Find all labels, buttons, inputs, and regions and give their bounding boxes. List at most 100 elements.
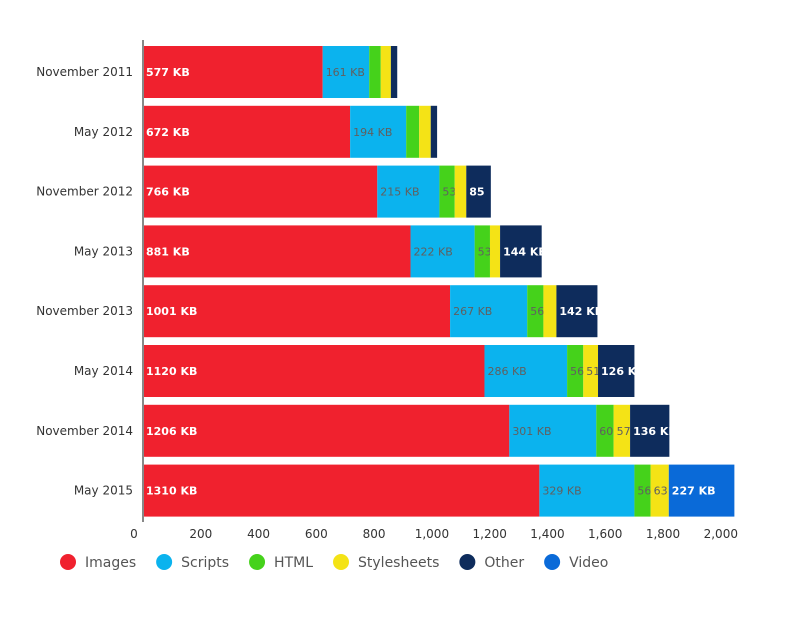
data-label-images-may-2012: 672 KB — [146, 126, 190, 139]
bar-images-november-2012 — [143, 165, 378, 218]
bar-other-november-2011 — [390, 46, 398, 98]
bar-other-may-2014 — [598, 345, 635, 397]
data-label-other-november-2012: 85 — [469, 186, 484, 199]
category-label-may-2015: May 2015 — [74, 484, 133, 498]
x-tick-label-200: 200 — [189, 527, 212, 541]
data-label-images-november-2011: 577 KB — [146, 66, 190, 79]
data-label-images-november-2013: 1001 KB — [146, 305, 197, 318]
category-label-november-2011: November 2011 — [36, 65, 133, 79]
data-label-other-november-2014: 136 KB — [633, 425, 677, 438]
bar-scripts-may-2013 — [410, 225, 475, 278]
bar-video-may-2015 — [668, 464, 735, 517]
legend-label-other: Other — [484, 555, 524, 571]
data-label-images-november-2012: 766 KB — [146, 186, 190, 199]
data-label-other-november-2013: 142 KB — [559, 305, 603, 318]
data-label-html-november-2012: 53 — [442, 186, 456, 199]
data-label-html-november-2014: 60 — [599, 425, 613, 438]
data-label-scripts-may-2013: 222 KB — [414, 245, 453, 258]
bar-stylesheets-may-2014 — [583, 345, 599, 397]
bar-images-november-2013 — [143, 285, 451, 338]
bar-html-november-2011 — [369, 46, 381, 98]
axis-layer: November 2011 May 2012 November 2012 May 20… — [36, 40, 738, 541]
category-label-may-2014: May 2014 — [74, 364, 133, 378]
data-label-scripts-may-2015: 329 KB — [542, 485, 581, 498]
data-label-scripts-november-2013: 267 KB — [453, 305, 492, 318]
data-label-images-november-2014: 1206 KB — [146, 425, 197, 438]
legend-marker-other — [459, 554, 476, 570]
bar-stylesheets-november-2013 — [543, 285, 557, 338]
bar-images-november-2011 — [143, 46, 323, 98]
x-tick-label-1800: 1,800 — [646, 527, 680, 541]
bar-scripts-may-2015 — [539, 464, 635, 517]
data-label-stylesheets-may-2014: 51 — [586, 365, 600, 378]
bar-stylesheets-november-2011 — [380, 46, 391, 98]
bar-scripts-november-2014 — [509, 404, 597, 457]
bar-scripts-may-2014 — [484, 345, 568, 397]
x-tick-label-800: 800 — [363, 527, 386, 541]
bar-scripts-november-2012 — [377, 165, 440, 218]
bar-stylesheets-may-2012 — [419, 105, 431, 158]
data-label-video-may-2015: 227 KB — [672, 485, 716, 498]
bar-stylesheets-may-2013 — [489, 225, 501, 278]
bar-scripts-november-2011 — [322, 46, 370, 98]
data-label-scripts-may-2012: 194 KB — [353, 126, 392, 139]
data-label-other-may-2013: 144 KB — [503, 245, 547, 258]
bar-other-may-2013 — [500, 225, 542, 278]
bar-html-november-2013 — [527, 285, 544, 338]
legend-marker-images — [60, 554, 76, 570]
x-tick-label-0: 0 — [130, 527, 138, 541]
bar-stylesheets-november-2014 — [613, 404, 631, 457]
x-tick-label-1600: 1,600 — [588, 527, 622, 541]
bar-scripts-november-2013 — [450, 285, 528, 338]
category-label-may-2012: May 2012 — [74, 125, 133, 139]
x-tick-label-2000: 2,000 — [704, 527, 738, 541]
data-label-scripts-november-2011: 161 KB — [326, 66, 365, 79]
bar-images-may-2013 — [143, 225, 411, 278]
legend: Images Scripts HTML Stylesheets Other Video — [60, 554, 608, 571]
legend-marker-scripts — [156, 554, 173, 570]
bar-other-november-2012 — [466, 165, 491, 218]
data-label-stylesheets-november-2014: 57 — [617, 425, 631, 438]
bar-html-may-2014 — [567, 345, 584, 397]
data-label-images-may-2013: 881 KB — [146, 245, 190, 258]
bars-layer: 577 KB 161 KB 672 KB 194 KB 766 KB 215 KB 53 85… — [143, 46, 735, 517]
bar-html-may-2012 — [406, 105, 420, 158]
data-label-html-may-2014: 56 — [570, 365, 584, 378]
legend-label-images: Images — [85, 555, 136, 571]
category-label-november-2012: November 2012 — [36, 185, 133, 199]
x-tick-label-400: 400 — [247, 527, 270, 541]
bar-html-may-2015 — [634, 464, 651, 517]
bar-other-november-2014 — [630, 404, 670, 457]
data-label-html-may-2015: 56 — [637, 485, 651, 498]
x-tick-label-1000: 1,000 — [415, 527, 449, 541]
legend-label-video: Video — [569, 555, 608, 571]
x-tick-label-600: 600 — [305, 527, 328, 541]
data-label-scripts-november-2014: 301 KB — [512, 425, 551, 438]
bar-stylesheets-november-2012 — [454, 165, 467, 218]
data-label-scripts-november-2012: 215 KB — [380, 186, 419, 199]
category-label-november-2013: November 2013 — [36, 304, 133, 318]
legend-marker-video — [544, 554, 561, 570]
x-tick-label-1200: 1,200 — [473, 527, 507, 541]
bar-images-may-2015 — [143, 464, 540, 517]
x-tick-label-1400: 1,400 — [530, 527, 564, 541]
bar-other-may-2012 — [430, 105, 438, 158]
bar-images-november-2014 — [143, 404, 510, 457]
data-label-stylesheets-may-2015: 63 — [654, 485, 668, 498]
bar-html-may-2013 — [474, 225, 490, 278]
bar-html-november-2012 — [439, 165, 455, 218]
bar-scripts-may-2012 — [350, 105, 407, 158]
bar-images-may-2014 — [143, 345, 485, 397]
legend-label-scripts: Scripts — [181, 555, 229, 571]
legend-marker-html — [249, 554, 266, 570]
data-label-html-may-2013: 53 — [478, 245, 492, 258]
data-label-other-may-2014: 126 KB — [601, 365, 645, 378]
bar-html-november-2014 — [596, 404, 614, 457]
legend-marker-stylesheets — [333, 554, 350, 570]
category-label-may-2013: May 2013 — [74, 244, 133, 258]
legend-label-html: HTML — [274, 555, 313, 571]
data-label-html-november-2013: 56 — [530, 305, 544, 318]
data-label-images-may-2014: 1120 KB — [146, 365, 197, 378]
